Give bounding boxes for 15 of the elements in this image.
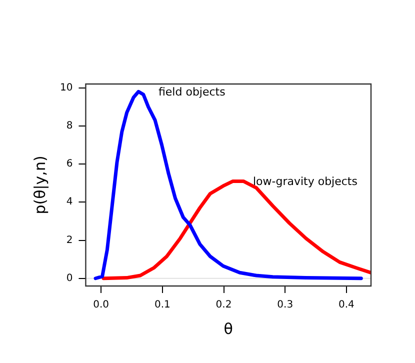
y-axis-title: p(θ|y,n) (30, 156, 49, 214)
x-tick-label: 0.4 (338, 300, 354, 311)
x-tick-label: 0.1 (154, 300, 170, 311)
y-tick-label: 2 (66, 234, 73, 246)
series-label: low-gravity objects (252, 175, 358, 188)
y-tick-label: 6 (66, 158, 73, 170)
x-tick-label: 0.0 (93, 300, 110, 311)
x-tick-label: 0.2 (216, 300, 232, 311)
x-axis-title: θ (224, 320, 233, 338)
series-label: field objects (158, 85, 226, 98)
y-tick-label: 8 (66, 120, 73, 132)
y-tick-label: 10 (60, 82, 73, 94)
x-tick-label: 0.3 (277, 300, 294, 311)
y-tick-label: 4 (66, 196, 73, 208)
y-tick-label: 0 (66, 272, 73, 284)
